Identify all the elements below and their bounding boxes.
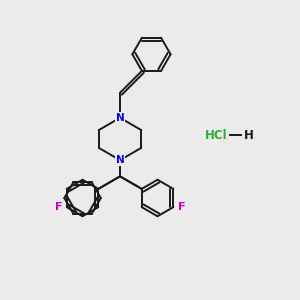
Text: N: N xyxy=(116,155,124,165)
Text: N: N xyxy=(116,113,124,123)
Text: F: F xyxy=(55,202,62,212)
Text: HCl: HCl xyxy=(205,129,228,142)
Text: F: F xyxy=(178,202,185,212)
Text: H: H xyxy=(244,129,254,142)
